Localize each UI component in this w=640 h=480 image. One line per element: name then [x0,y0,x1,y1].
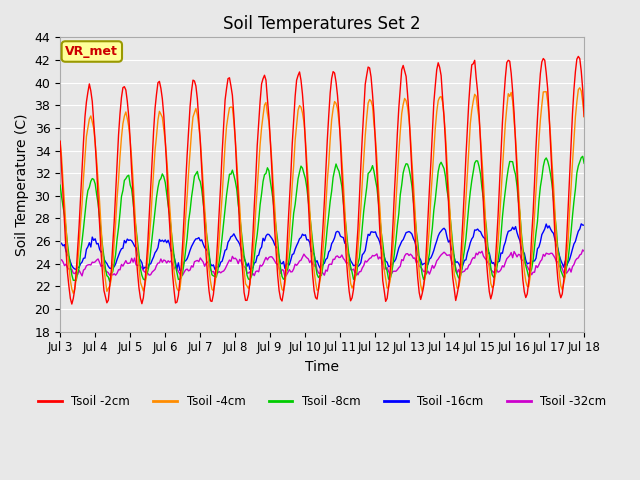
X-axis label: Time: Time [305,360,339,374]
Text: VR_met: VR_met [65,45,118,58]
Y-axis label: Soil Temperature (C): Soil Temperature (C) [15,113,29,256]
Title: Soil Temperatures Set 2: Soil Temperatures Set 2 [223,15,421,33]
Legend: Tsoil -2cm, Tsoil -4cm, Tsoil -8cm, Tsoil -16cm, Tsoil -32cm: Tsoil -2cm, Tsoil -4cm, Tsoil -8cm, Tsoi… [33,391,611,413]
